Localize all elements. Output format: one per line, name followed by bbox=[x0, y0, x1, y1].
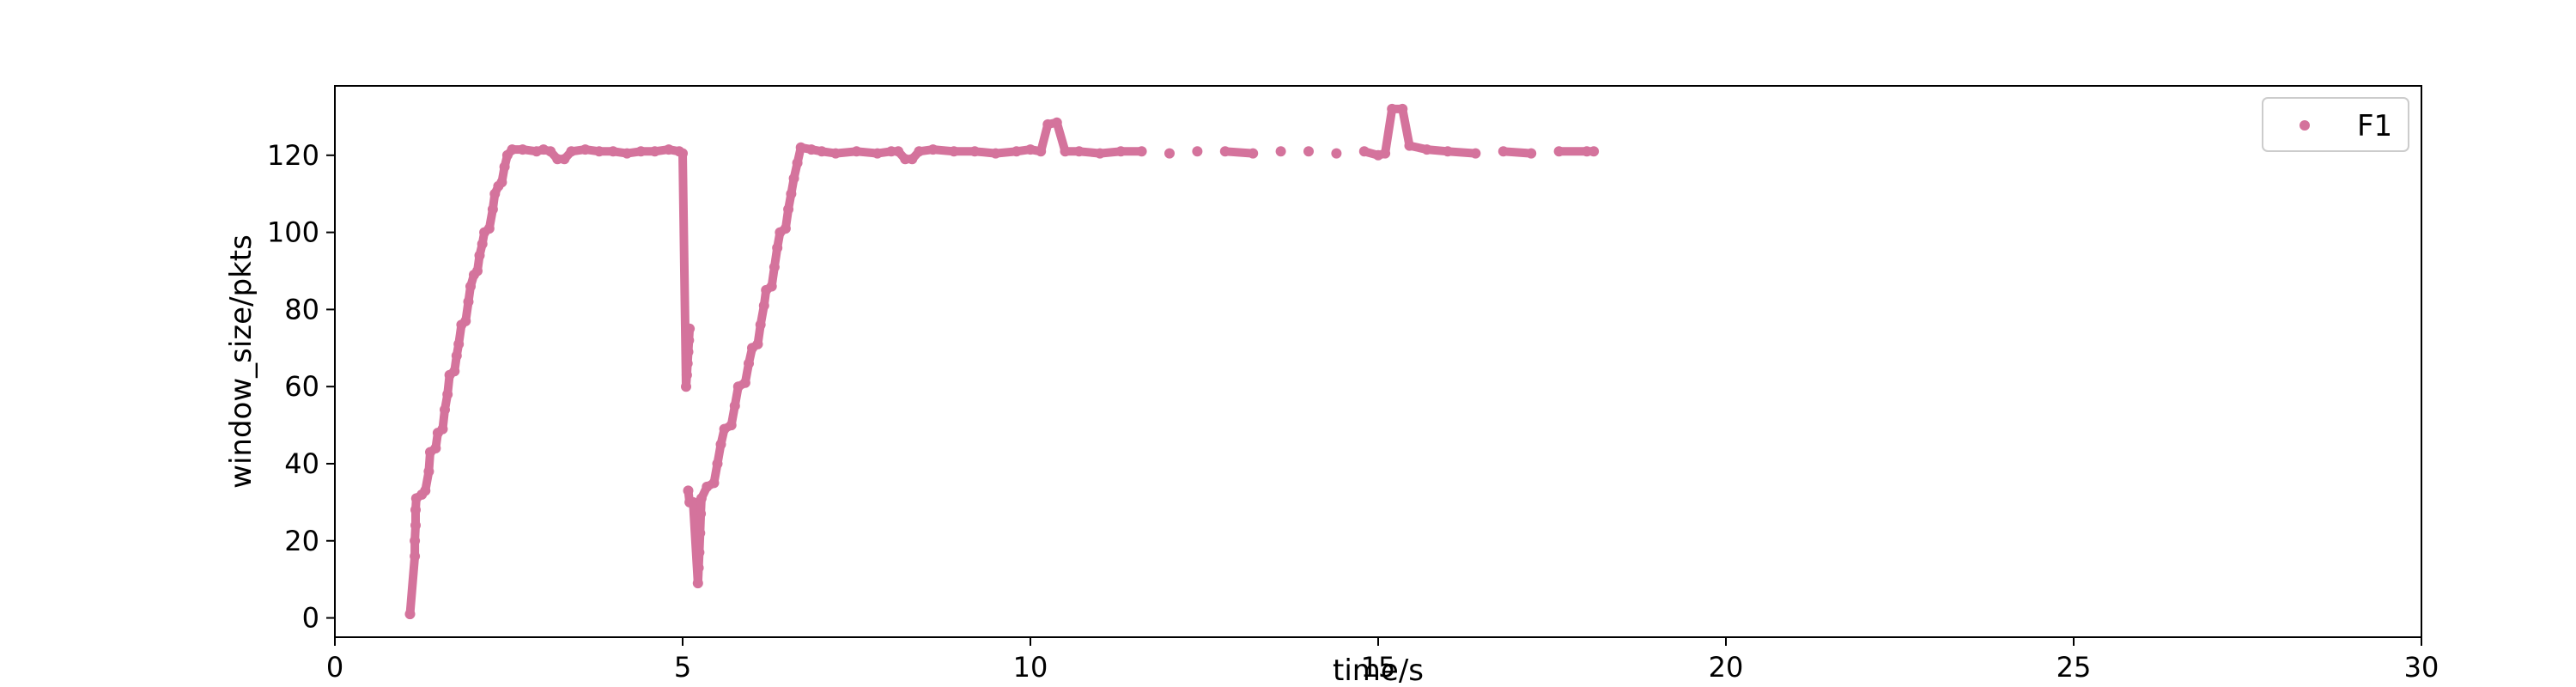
y-tick-label: 120 bbox=[267, 139, 319, 172]
series-F1 bbox=[404, 103, 1600, 620]
x-tick-label: 15 bbox=[1361, 651, 1396, 684]
series-layer bbox=[404, 103, 1600, 620]
data-trace-segment bbox=[405, 551, 420, 619]
x-axis-label: time/s bbox=[1333, 654, 1424, 687]
y-tick-label: 20 bbox=[284, 525, 319, 557]
data-trace-segment bbox=[1220, 147, 1258, 158]
x-tick-label: 25 bbox=[2057, 651, 2092, 684]
data-trace-segment bbox=[1398, 104, 1414, 150]
data-trace-segment bbox=[1498, 147, 1536, 158]
data-point bbox=[1331, 148, 1342, 159]
y-tick-label: 80 bbox=[284, 293, 319, 325]
legend-box bbox=[2262, 97, 2409, 152]
plot-frame bbox=[334, 85, 2422, 638]
data-trace-segment bbox=[1381, 104, 1397, 158]
data-point bbox=[1303, 146, 1314, 157]
x-axis: 0 5 10 15 20 25 30 bbox=[326, 637, 2439, 684]
y-tick-label: 0 bbox=[302, 602, 319, 635]
data-point bbox=[1275, 146, 1286, 157]
x-tick-label: 5 bbox=[674, 651, 691, 684]
y-tick-label: 60 bbox=[284, 370, 319, 403]
data-point bbox=[1192, 146, 1203, 157]
data-trace-segment bbox=[1052, 118, 1070, 156]
legend-label-f1: F1 bbox=[2357, 109, 2392, 143]
legend-marker bbox=[2300, 120, 2310, 131]
y-tick-label: 40 bbox=[284, 447, 319, 480]
x-tick-label: 30 bbox=[2404, 651, 2439, 684]
x-tick-label: 20 bbox=[1709, 651, 1744, 684]
data-trace-segment bbox=[684, 324, 695, 345]
data-point bbox=[1164, 148, 1175, 159]
x-tick-label: 0 bbox=[326, 651, 343, 684]
data-trace-segment bbox=[1443, 147, 1480, 158]
legend: F1 bbox=[2262, 97, 2409, 152]
y-axis: 0 20 40 60 80 100 120 bbox=[267, 139, 335, 635]
data-trace-segment bbox=[1036, 119, 1053, 156]
y-tick-label: 100 bbox=[267, 216, 319, 249]
y-axis-label: window_size/pkts bbox=[224, 234, 258, 489]
x-tick-label: 10 bbox=[1013, 651, 1048, 684]
